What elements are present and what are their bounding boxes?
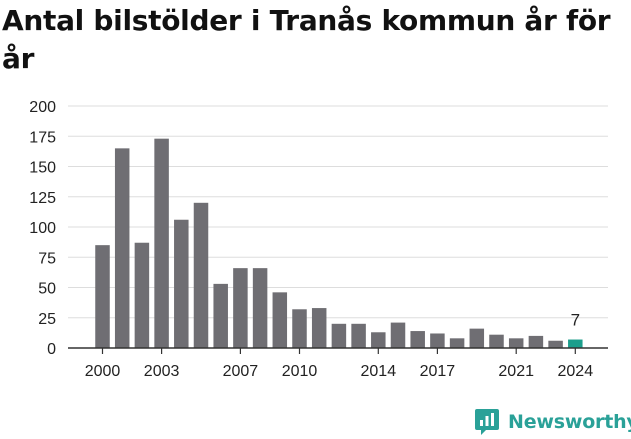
brand[interactable]: Newsworthy: [474, 405, 631, 439]
y-tick-label: 175: [29, 129, 56, 146]
bars: [95, 138, 583, 348]
bar-2017: [430, 333, 445, 348]
bar-2001: [114, 148, 130, 348]
x-tick-label: 2024: [558, 363, 594, 380]
bar-2023: [548, 340, 563, 348]
bar-2019: [469, 328, 485, 348]
bar-2024: [568, 339, 583, 348]
y-axis-ticks: 0 25 50 75 100 125 150 175 200: [29, 99, 56, 358]
bar-2016: [410, 331, 425, 348]
chart-title: Antal bilstölder i Tranås kommun år för …: [2, 4, 611, 75]
bar-2002: [134, 242, 150, 348]
y-tick-label: 0: [47, 341, 56, 358]
x-tick-label: 2014: [361, 363, 397, 380]
bar-2020: [489, 334, 504, 348]
x-axis-ticks: 2000 2003 2007 2010 2014 2017 2021 2024: [85, 348, 593, 380]
y-tick-label: 200: [29, 99, 56, 116]
bar-2004: [174, 219, 189, 348]
newsworthy-logo-icon: [475, 409, 499, 435]
y-tick-label: 125: [29, 190, 56, 207]
y-tick-label: 25: [38, 311, 56, 328]
bar-2008: [252, 268, 268, 348]
bar-2014: [371, 332, 386, 348]
x-tick-label: 2017: [420, 363, 456, 380]
bar-2000: [95, 245, 110, 348]
y-tick-label: 50: [38, 281, 56, 298]
bar-2018: [449, 338, 465, 348]
bar-2011: [311, 308, 327, 348]
data-labels: 7: [571, 311, 580, 330]
x-tick-label: 2000: [85, 363, 121, 380]
y-tick-label: 150: [29, 160, 56, 177]
bar-2013: [351, 323, 366, 348]
bar-2006: [213, 283, 228, 348]
bar-2022: [528, 335, 544, 348]
bar-2009: [272, 292, 288, 348]
x-tick-label: 2021: [498, 363, 534, 380]
bar-2015: [390, 322, 406, 348]
bar-2003: [154, 138, 169, 348]
bar-2007: [233, 268, 248, 348]
brand-name: Newsworthy: [508, 411, 631, 433]
y-tick-label: 100: [29, 220, 56, 237]
bar-2010: [292, 309, 307, 348]
bar-2005: [193, 202, 209, 348]
bar-2021: [508, 338, 524, 348]
x-tick-label: 2003: [144, 363, 180, 380]
y-tick-label: 75: [38, 250, 56, 267]
x-tick-label: 2007: [223, 363, 259, 380]
bar-2012: [331, 323, 347, 348]
x-tick-label: 2010: [282, 363, 318, 380]
data-label: 7: [571, 311, 580, 330]
